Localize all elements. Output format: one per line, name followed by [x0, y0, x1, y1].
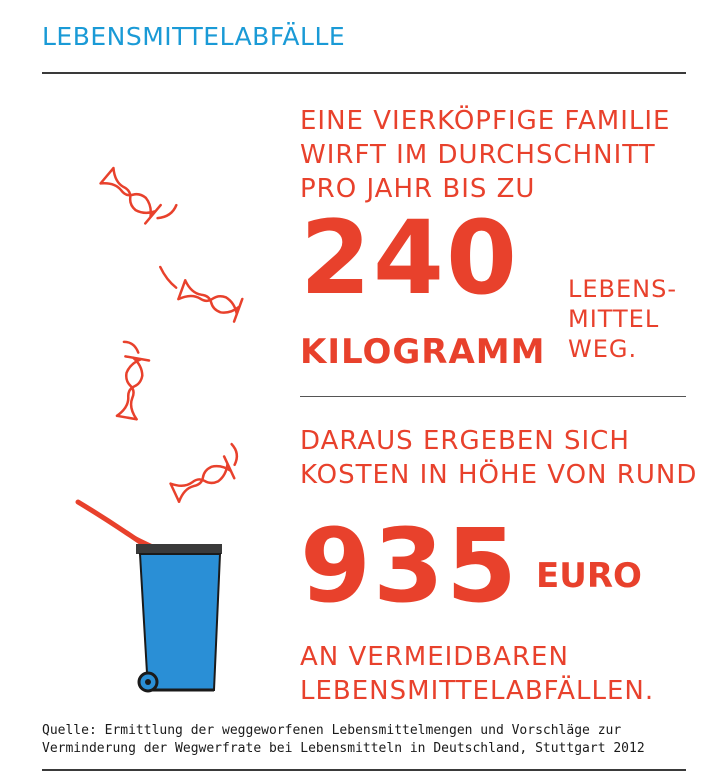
cost-intro: DARAUS ERGEBEN SICH KOSTEN IN HÖHE VON R…: [300, 424, 697, 492]
amount-suffix: LEBENS- MITTEL WEG.: [568, 274, 677, 364]
source-line: Verminderung der Wegwerfrate bei Lebensm…: [42, 741, 645, 756]
illustration: [75, 166, 244, 693]
apple-core-icon: [159, 265, 244, 323]
cost-value: 935: [300, 507, 519, 626]
page-title: LEBENSMITTELABFÄLLE: [42, 22, 346, 51]
suffix-line: MITTEL: [568, 305, 660, 333]
apple-core-icon: [169, 442, 239, 503]
amount-unit: KILOGRAMM: [300, 332, 546, 372]
intro-line: EINE VIERKÖPFIGE FAMILIE: [300, 106, 671, 136]
source-note: Quelle: Ermittlung der weggeworfenen Leb…: [42, 722, 645, 758]
intro-text: EINE VIERKÖPFIGE FAMILIE WIRFT IM DURCHS…: [300, 104, 670, 206]
bottom-divider: [42, 769, 686, 771]
cost-intro-line: KOSTEN IN HÖHE VON RUND: [300, 460, 698, 490]
trash-bin-icon: [75, 499, 222, 693]
cost-unit: EURO: [536, 556, 642, 596]
apple-core-icon: [99, 166, 178, 225]
top-divider: [42, 72, 686, 74]
middle-divider: [300, 396, 686, 397]
cost-outro-line: LEBENSMITTELABFÄLLEN.: [300, 676, 655, 706]
source-line: Quelle: Ermittlung der weggeworfenen Leb…: [42, 723, 622, 738]
intro-line: WIRFT IM DURCHSCHNITT: [300, 140, 656, 170]
cost-intro-line: DARAUS ERGEBEN SICH: [300, 426, 630, 456]
suffix-line: WEG.: [568, 335, 638, 363]
suffix-line: LEBENS-: [568, 275, 678, 303]
apple-core-icon: [115, 340, 151, 421]
cost-outro: AN VERMEIDBAREN LEBENSMITTELABFÄLLEN.: [300, 640, 654, 708]
intro-line: PRO JAHR BIS ZU: [300, 174, 536, 204]
amount-value: 240: [300, 199, 519, 318]
cost-outro-line: AN VERMEIDBAREN: [300, 642, 569, 672]
